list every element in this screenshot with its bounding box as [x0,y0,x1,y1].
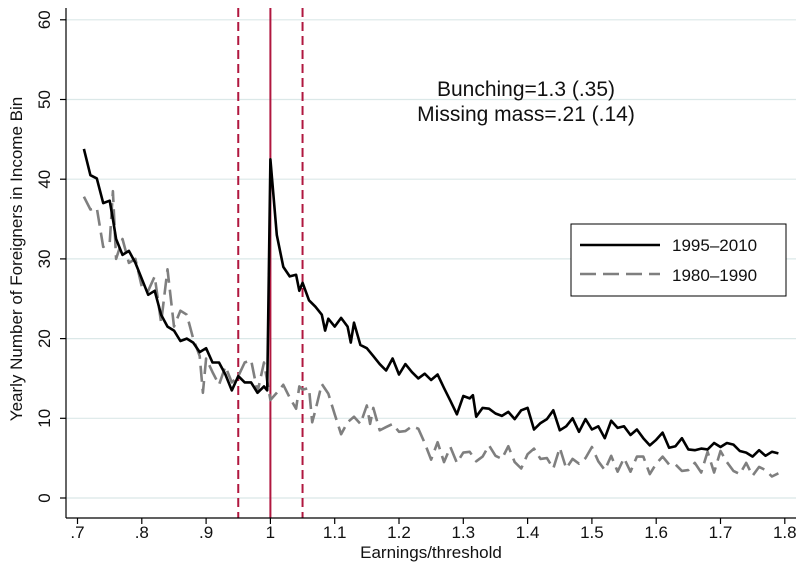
x-axis-title: Earnings/threshold [360,543,502,562]
series-layer [82,148,779,478]
x-tick-label: 1.6 [644,523,668,542]
x-tick-label: 1 [266,523,275,542]
y-tick-label: 0 [35,493,54,502]
x-tick-label: 1.4 [516,523,540,542]
x-tick-label: 1.7 [709,523,733,542]
x-tick-label: .7 [70,523,84,542]
annotation-missing-mass: Missing mass=.21 (.14) [417,103,635,126]
x-axis-ticks: .7 .8 .9 1 1.1 1.2 1.3 1.4 1.5 1.6 1.7 1.8 [70,518,796,542]
legend-label-series-2: 1980–1990 [672,266,757,285]
x-tick-label: 1.1 [323,523,347,542]
legend: 1995–2010 1980–1990 [570,223,787,297]
axes [65,8,796,519]
y-tick-label: 20 [35,329,54,348]
y-tick-label: 30 [35,249,54,268]
y-axis-ticks: 0 10 20 30 40 50 60 [35,10,66,503]
x-tick-label: 1.5 [580,523,604,542]
y-tick-label: 10 [35,409,54,428]
y-tick-label: 60 [35,10,54,29]
legend-box [570,223,787,297]
y-tick-label: 50 [35,90,54,109]
x-tick-label: .8 [135,523,149,542]
x-tick-label: .9 [199,523,213,542]
annotation-bunching: Bunching=1.3 (.35) [437,78,615,101]
y-axis-title: Yearly Number of Foreigners in Income Bi… [7,97,26,421]
series-line-2 [82,189,779,478]
x-tick-label: 1.2 [387,523,411,542]
threshold-lines [237,8,304,518]
x-tick-label: 1.3 [451,523,475,542]
y-tick-label: 40 [35,170,54,189]
x-tick-label: 1.8 [773,523,796,542]
series-line-1 [82,148,779,458]
legend-label-series-1: 1995–2010 [672,236,757,255]
